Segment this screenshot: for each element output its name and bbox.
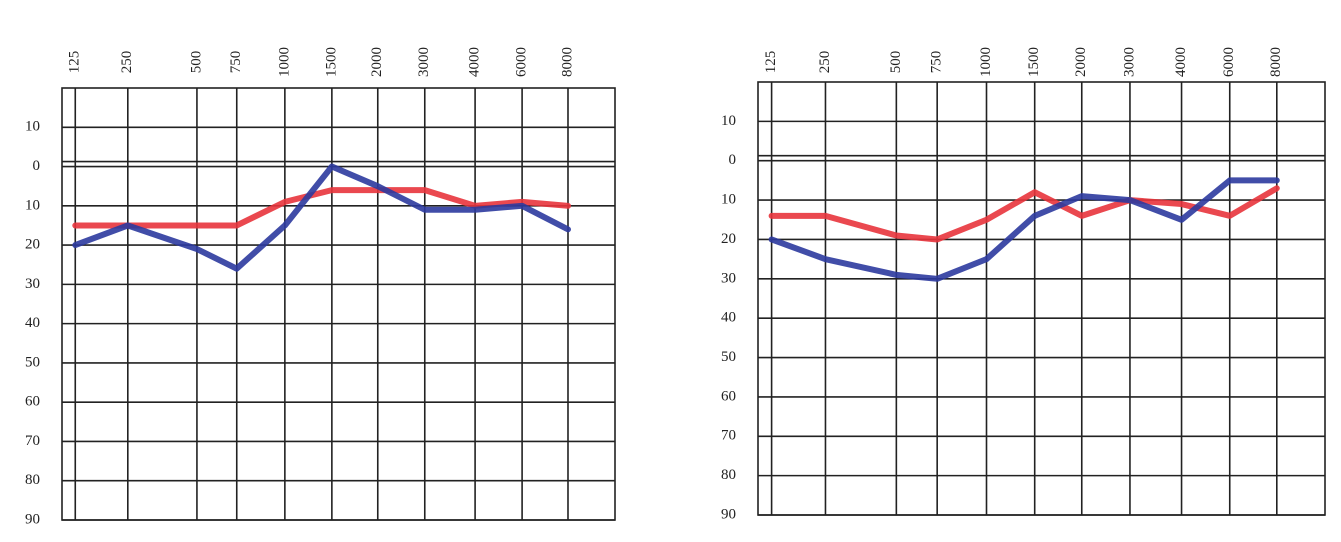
y-tick-label: 20 (25, 237, 40, 253)
x-tick-label: 500 (888, 51, 904, 74)
x-tick-label: 6000 (514, 47, 530, 77)
audiogram: 10 0 10 20 30 40 50 60 70 80 90 125 250 500 750 1000 150… (25, 47, 616, 527)
x-tick-label: 1500 (323, 47, 339, 77)
plot-frame (61, 87, 616, 521)
plot-frame (757, 81, 1326, 516)
x-tick-label: 6000 (1221, 47, 1237, 77)
x-tick-label: 125 (67, 51, 83, 74)
x-tick-label: 8000 (1268, 47, 1284, 77)
x-tick-label: 1000 (978, 47, 994, 77)
y-tick-label: 70 (721, 428, 736, 444)
x-tick-label: 750 (929, 51, 945, 74)
x-tick-label: 3000 (416, 47, 432, 77)
y-tick-label: 50 (721, 349, 736, 365)
x-tick-label: 1000 (276, 47, 292, 77)
x-tick-label: 2000 (1073, 47, 1089, 77)
y-tick-label: 90 (25, 511, 40, 527)
x-tick-label: 8000 (559, 47, 575, 77)
x-tick-label: 750 (228, 51, 244, 74)
y-tick-label: 90 (721, 506, 736, 522)
y-tick-label: 60 (25, 394, 40, 410)
x-tick-label: 125 (763, 51, 779, 74)
x-tick-label: 2000 (369, 47, 385, 77)
y-tick-label: 80 (721, 467, 736, 483)
x-tick-label: 3000 (1121, 47, 1137, 77)
y-tick-label: 50 (25, 354, 40, 370)
x-tick-label: 250 (119, 51, 135, 74)
y-tick-label: 10 (25, 197, 40, 213)
y-tick-label: 30 (25, 276, 40, 292)
y-tick-label: 40 (721, 310, 736, 326)
x-tick-label: 1500 (1026, 47, 1042, 77)
x-tick-label: 250 (817, 51, 833, 74)
y-tick-label: 80 (25, 472, 40, 488)
y-tick-label: 70 (25, 433, 40, 449)
y-tick-label: 60 (721, 388, 736, 404)
y-tick-label: 40 (25, 315, 40, 331)
y-tick-label: 0 (33, 158, 41, 174)
y-tick-label: 10 (25, 119, 40, 135)
y-tick-label: 20 (721, 231, 736, 247)
x-tick-label: 500 (188, 51, 204, 74)
y-tick-label: 10 (721, 113, 736, 129)
series-line (768, 185, 1280, 243)
series-line (72, 163, 571, 272)
y-tick-label: 10 (721, 192, 736, 208)
y-tick-label: 0 (729, 152, 737, 168)
series-line (72, 187, 571, 229)
audiogram: 10 0 10 20 30 40 50 60 70 80 90 125 250 500 750 1000 150… (721, 47, 1326, 522)
x-tick-label: 4000 (1173, 47, 1189, 77)
series-line (768, 177, 1280, 282)
x-tick-label: 4000 (467, 47, 483, 77)
y-tick-label: 30 (721, 270, 736, 286)
